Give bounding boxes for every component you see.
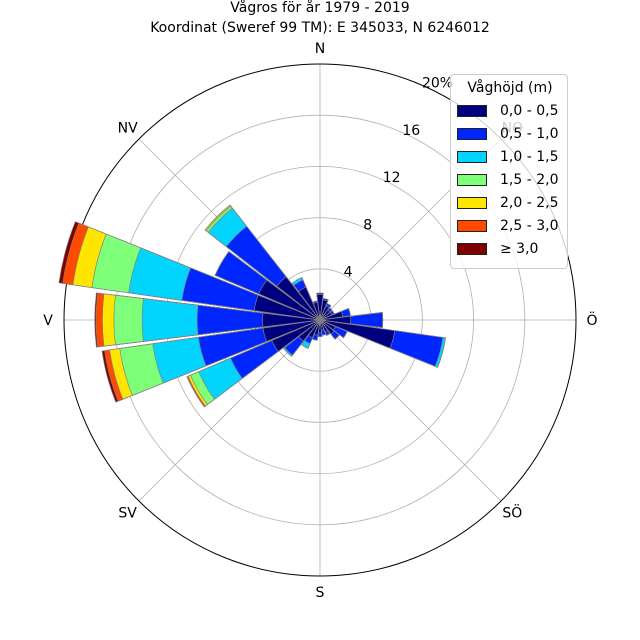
legend-item: 2,5 - 3,0	[457, 218, 567, 236]
rose-bar	[271, 319, 321, 353]
radial-tick-label: 4	[344, 265, 353, 281]
direction-label: NV	[118, 121, 138, 137]
rose-bar	[196, 304, 321, 336]
radial-tick-label: 16	[402, 123, 420, 139]
rose-bar	[276, 276, 321, 321]
legend-title: Våghöjd (m)	[467, 80, 553, 96]
rose-bar	[319, 310, 344, 321]
legend-swatch	[457, 174, 487, 186]
legend-label: 0,5 - 1,0	[500, 126, 559, 142]
legend-label: 2,0 - 2,5	[500, 195, 559, 211]
legend-swatch	[457, 220, 487, 232]
polar-frame	[63, 63, 577, 577]
direction-label: SÖ	[502, 503, 522, 521]
direction-label: S	[316, 585, 325, 601]
legend: Våghöjd (m) 0,0 - 0,5 0,5 - 1,0 1,0 - 1,…	[450, 74, 568, 269]
legend-label: 1,0 - 1,5	[500, 149, 559, 165]
legend-item: 1,5 - 2,0	[457, 172, 567, 190]
radial-tick-label: 12	[383, 170, 401, 186]
legend-item: ≥ 3,0	[457, 241, 567, 259]
rose-bar	[319, 319, 396, 349]
rose-bar	[297, 286, 321, 321]
legend-item: 2,0 - 2,5	[457, 195, 567, 213]
rose-bar	[319, 319, 335, 335]
rose-bar	[298, 319, 321, 342]
chart-subtitle: Koordinat (Sweref 99 TM): E 345033, N 62…	[150, 20, 490, 36]
legend-label: 0,0 - 0,5	[500, 103, 559, 119]
legend-swatch	[457, 151, 487, 163]
legend-item: 1,0 - 1,5	[457, 149, 567, 167]
chart-title: Vågros för år 1979 - 2019	[230, 0, 410, 16]
rose-bar	[312, 301, 321, 321]
legend-swatch	[457, 105, 487, 117]
rose-bar	[319, 312, 384, 328]
legend-item: 0,0 - 0,5	[457, 103, 567, 121]
legend-label: ≥ 3,0	[500, 241, 539, 257]
rose-bar	[307, 319, 321, 339]
radial-tick-label: 8	[363, 217, 372, 233]
direction-label: V	[43, 313, 53, 329]
direction-label: SV	[118, 505, 137, 521]
rose-bar	[262, 319, 321, 342]
legend-item: 0,5 - 1,0	[457, 126, 567, 144]
rose-bar	[253, 294, 321, 321]
direction-label: N	[315, 41, 325, 57]
rose-bar	[258, 279, 321, 321]
rose-bar	[319, 319, 336, 331]
radial-tick-label: 20%	[422, 75, 453, 91]
rose-bar	[316, 294, 324, 321]
rose-bar	[319, 315, 352, 325]
legend-swatch	[457, 197, 487, 209]
legend-swatch	[457, 128, 487, 140]
direction-label: Ö	[586, 311, 597, 329]
legend-label: 2,5 - 3,0	[500, 218, 559, 234]
legend-swatch	[457, 243, 487, 255]
rose-bar	[262, 312, 321, 328]
grid-spoke	[319, 319, 502, 502]
legend-label: 1,5 - 2,0	[500, 172, 559, 188]
